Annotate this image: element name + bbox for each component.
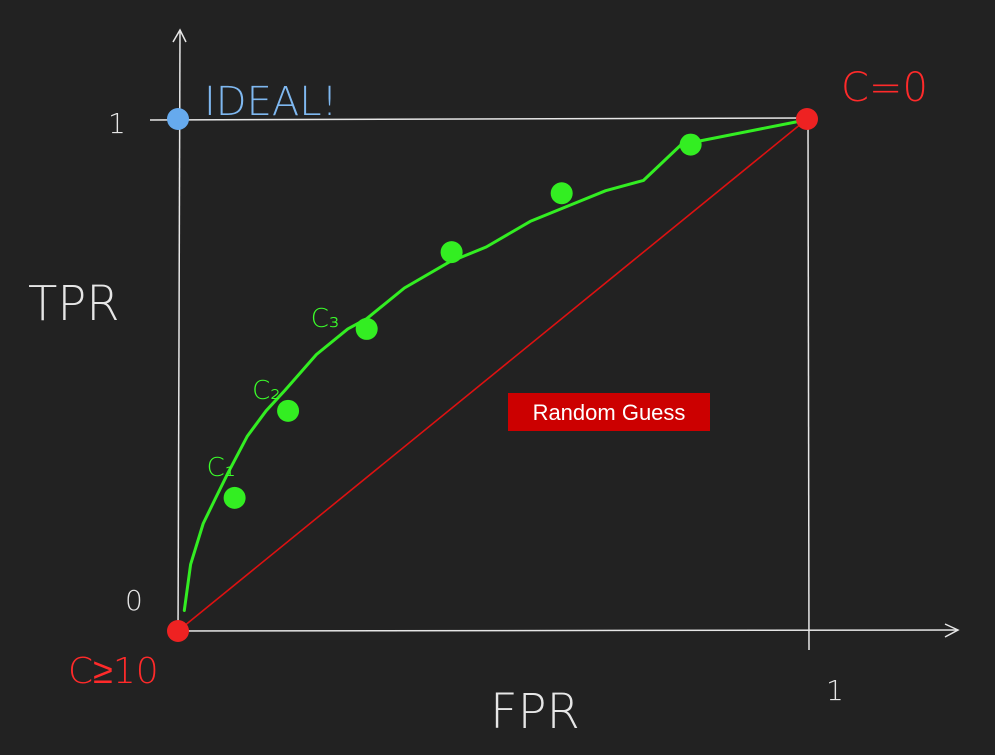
- point-label-8: C=0: [841, 65, 928, 111]
- roc-curve: [182, 120, 800, 612]
- threshold-points: [167, 108, 818, 642]
- point-labels: C₁ C₂ C₃ IDEAL! C=0 C≥10: [68, 65, 928, 692]
- x-axis-label: FPR: [490, 684, 580, 740]
- roc-point-9: [167, 620, 189, 642]
- y-axis-arrow: [172, 28, 187, 43]
- x-axis: [167, 629, 959, 632]
- y-tick-label-1: 1: [108, 107, 126, 140]
- point-label-7: IDEAL!: [204, 79, 338, 125]
- roc-point-3: [355, 317, 378, 340]
- roc-point-7: [167, 108, 189, 130]
- point-label-3: C₃: [311, 304, 340, 334]
- top-boundary-line: [149, 117, 809, 121]
- roc-point-8: [796, 108, 818, 130]
- y-tick-label-0: 0: [125, 584, 143, 617]
- y-axis-label: TPR: [28, 276, 120, 332]
- point-label-2: C₂: [252, 376, 281, 406]
- point-label-9: C≥10: [68, 651, 159, 692]
- random-guess-line: [177, 118, 808, 632]
- roc-point-1: [223, 486, 246, 509]
- roc-point-6: [679, 133, 702, 156]
- right-boundary-line: [807, 117, 810, 651]
- roc-point-4: [440, 241, 463, 264]
- roc-point-5: [550, 182, 573, 205]
- random-guess-label: Random Guess: [533, 400, 686, 425]
- random-guess-annotation: Random Guess: [508, 393, 710, 431]
- x-tick-label-1: 1: [826, 674, 844, 707]
- random-guess-badge: [508, 393, 710, 431]
- point-label-1: C₁: [207, 453, 236, 483]
- roc-point-2: [277, 399, 300, 422]
- axes: [149, 28, 960, 651]
- y-axis: [177, 29, 181, 641]
- x-axis-arrow: [944, 623, 960, 638]
